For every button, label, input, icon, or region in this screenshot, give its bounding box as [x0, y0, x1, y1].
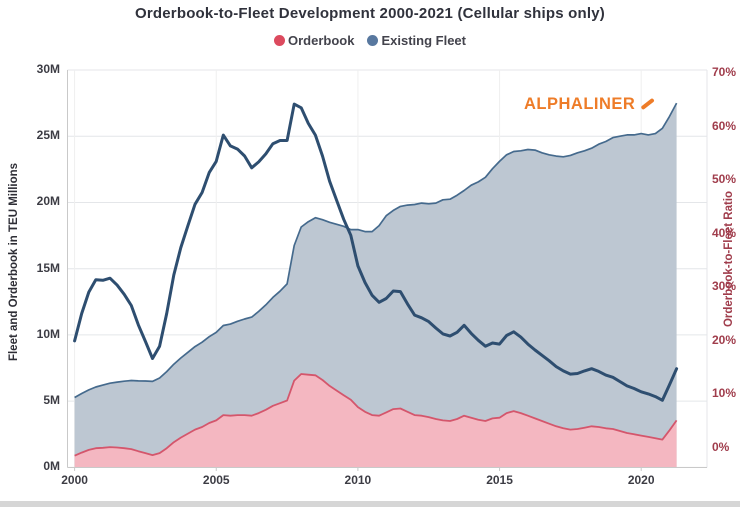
legend-label-existing-fleet: Existing Fleet: [381, 33, 466, 48]
y-left-tick-label: 25M: [36, 128, 60, 143]
orderbook-boundary-line: [74, 373, 678, 457]
x-tick-label: 2015: [486, 473, 513, 487]
y-left-tick-label: 15M: [36, 260, 60, 275]
orderbook-to-fleet-ratio-line: [73, 102, 679, 402]
fleet-legend-dot-icon: [367, 35, 379, 46]
legend-item-orderbook[interactable]: Orderbook: [274, 33, 354, 48]
chart-legend: Orderbook Existing Fleet: [0, 33, 740, 48]
alphaliner-slash-icon: [640, 97, 655, 110]
y-right-tick-label: 10%: [712, 386, 737, 401]
orderbook-area: [74, 374, 677, 468]
y-right-tick-label: 60%: [712, 118, 737, 133]
legend-item-existing-fleet[interactable]: Existing Fleet: [367, 33, 466, 48]
y-right-tick-label: 50%: [712, 172, 737, 187]
alphaliner-logo-text: ALPHALINER: [524, 95, 636, 113]
screenshot-bottom-edge: [0, 501, 740, 507]
y-right-tick-label: 30%: [712, 279, 737, 294]
chart-title: Orderbook-to-Fleet Development 2000-2021…: [134, 5, 606, 22]
y-left-tick-label: 5M: [43, 393, 60, 408]
existing-fleet-area: [74, 103, 677, 468]
y-right-tick-label: 0%: [712, 440, 730, 454]
existing-fleet-boundary-line: [74, 102, 678, 399]
x-tick-label: 2005: [202, 473, 230, 487]
x-tick-label: 2010: [344, 473, 372, 487]
y-left-tick-label: 30M: [36, 62, 60, 76]
x-tick-label: 2020: [627, 473, 655, 487]
y-right-tick-label: 70%: [712, 65, 737, 79]
y-left-axis-title: Fleet and Orderbook in TEU Millions: [8, 162, 20, 362]
y-right-axis-title: Orderbook-to-Fleet Ratio: [723, 190, 735, 328]
y-left-tick-label: 20M: [36, 194, 60, 209]
y-right-tick-label: 20%: [712, 332, 737, 347]
y-right-tick-label: 40%: [712, 225, 737, 240]
y-left-tick-label: 10M: [36, 326, 60, 341]
alphaliner-watermark: ALPHALINER: [524, 95, 655, 114]
x-tick-label: 2000: [61, 473, 88, 487]
legend-label-orderbook: Orderbook: [288, 33, 355, 48]
orderbook-legend-dot-icon: [274, 35, 285, 46]
y-left-tick-label: 0M: [43, 459, 60, 474]
